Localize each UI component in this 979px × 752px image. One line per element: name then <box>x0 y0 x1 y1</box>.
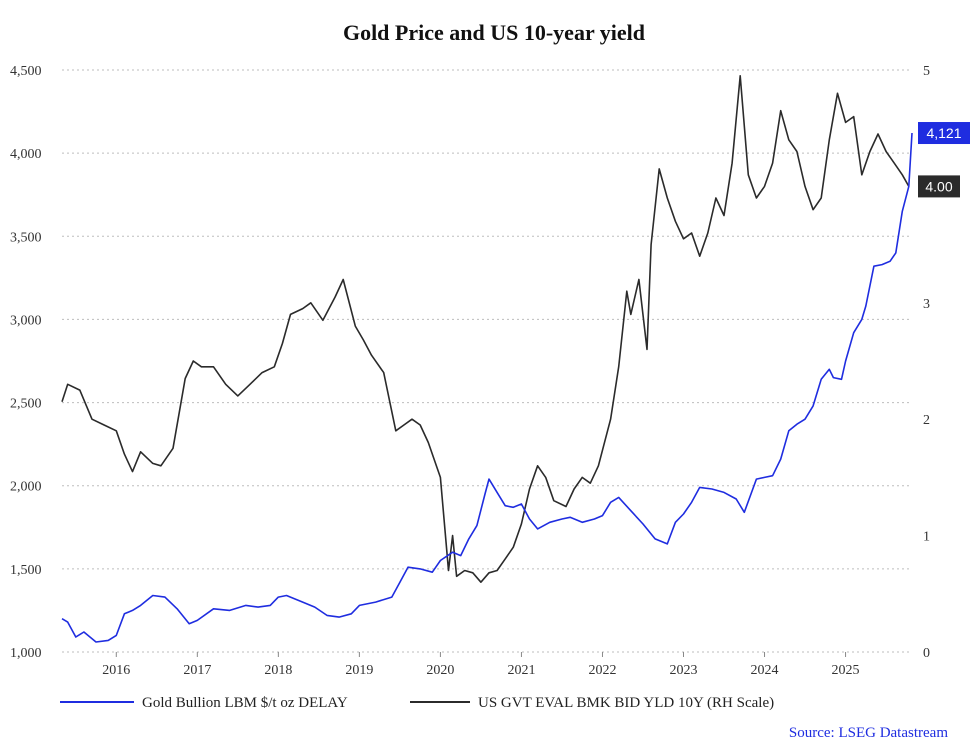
y-right-tick-label: 5 <box>923 64 930 79</box>
legend: Gold Bullion LBM $/t oz DELAY US GVT EVA… <box>60 695 774 711</box>
x-tick-label: 2024 <box>751 663 779 678</box>
chart-title: Gold Price and US 10-year yield <box>343 20 645 45</box>
x-tick-label: 2020 <box>426 663 454 678</box>
source-note: Source: LSEG Datastream <box>789 725 948 741</box>
x-tick-label: 2022 <box>588 663 616 678</box>
y-right-tick-label: 0 <box>923 646 930 661</box>
y-left-tick-label: 3,000 <box>10 313 42 328</box>
gold-last-value: 4,121 <box>926 125 961 141</box>
x-tick-label: 2016 <box>102 663 130 678</box>
legend-label-gold: Gold Bullion LBM $/t oz DELAY <box>142 695 348 711</box>
x-tick-label: 2021 <box>507 663 535 678</box>
y-left-tick-label: 2,000 <box>10 480 42 495</box>
legend-label-yield: US GVT EVAL BMK BID YLD 10Y (RH Scale) <box>478 695 774 711</box>
x-tick-label: 2017 <box>183 663 211 678</box>
right-y-axis: 012345 <box>923 64 930 661</box>
y-left-tick-label: 4,000 <box>10 147 42 162</box>
x-tick-label: 2025 <box>832 663 860 678</box>
y-left-tick-label: 1,000 <box>10 646 42 661</box>
gold-last-value-badge <box>918 122 970 145</box>
series-line-gold <box>61 132 913 643</box>
x-axis: 2016 2017 2018 2019 2020 2021 2022 2023 2024 2025 <box>102 652 860 678</box>
gridlines <box>62 69 912 653</box>
x-tick-label: 2019 <box>345 663 373 678</box>
y-left-tick-label: 1,500 <box>10 563 42 578</box>
y-left-tick-label: 2,500 <box>10 397 42 412</box>
y-right-tick-label: 1 <box>923 530 930 545</box>
y-left-tick-label: 4,500 <box>10 64 42 79</box>
y-right-tick-label: 3 <box>923 297 930 312</box>
yield-last-value-badge <box>918 175 960 198</box>
series-line-yield <box>61 75 910 583</box>
y-left-tick-label: 3,500 <box>10 230 42 245</box>
series-lines <box>61 75 913 643</box>
x-tick-label: 2018 <box>264 663 292 678</box>
yield-last-value: 4.00 <box>925 178 952 194</box>
x-tick-label: 2023 <box>669 663 697 678</box>
left-y-axis: 1,000 1,500 2,000 2,500 3,000 3,500 4,000 4,500 <box>10 64 42 661</box>
last-value-badges: 4,121 4.00 <box>918 122 970 198</box>
y-right-tick-label: 2 <box>923 413 930 428</box>
